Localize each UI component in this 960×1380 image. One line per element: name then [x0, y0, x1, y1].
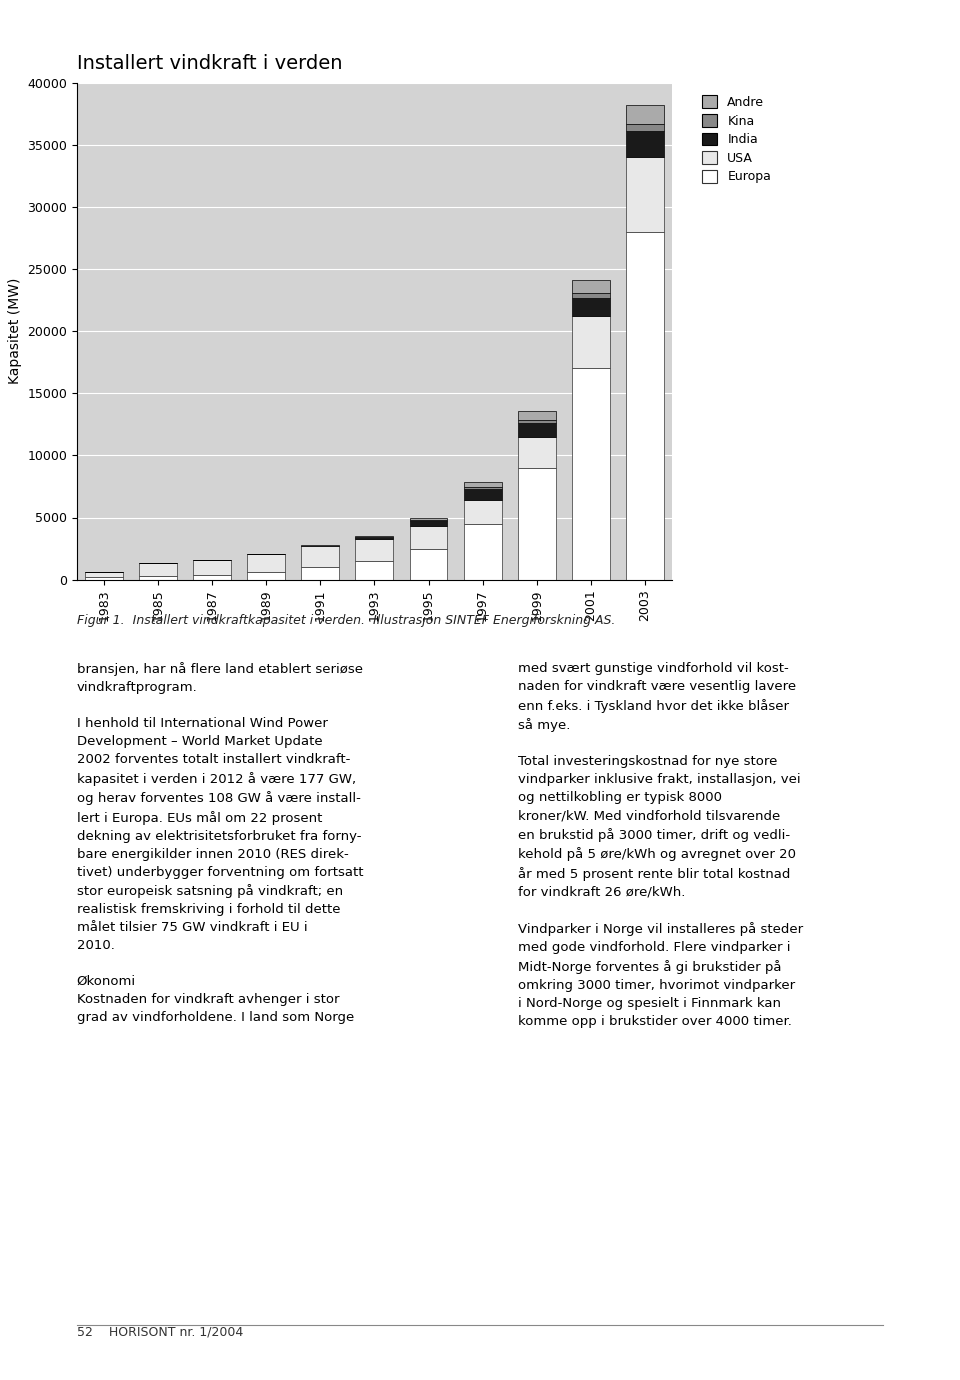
Bar [464, 489, 501, 500]
Bar [517, 468, 556, 580]
Bar [626, 131, 664, 157]
Bar [301, 546, 339, 567]
Bar [248, 553, 285, 573]
Bar [410, 522, 447, 526]
Bar [626, 105, 664, 124]
Bar [572, 298, 610, 316]
Bar [301, 567, 339, 580]
Bar [517, 411, 556, 420]
Bar [517, 424, 556, 437]
Text: Figur 1.  Installert vindkraftkapasitet i verden.  Illustrasjon SINTEF Energifor: Figur 1. Installert vindkraftkapasitet i… [77, 614, 615, 627]
Bar [464, 524, 501, 580]
Bar [193, 560, 231, 574]
Text: bransjen, har nå flere land etablert seriøse
vindkraftprogram.

I henhold til In: bransjen, har nå flere land etablert ser… [77, 662, 363, 1024]
Text: 52    HORISONT nr. 1/2004: 52 HORISONT nr. 1/2004 [77, 1326, 243, 1339]
Text: Installert vindkraft i verden: Installert vindkraft i verden [77, 54, 343, 73]
Text: med svært gunstige vindforhold vil kost-
naden for vindkraft være vesentlig lave: med svært gunstige vindforhold vil kost-… [518, 662, 804, 1028]
Legend: Andre, Kina, India, USA, Europa: Andre, Kina, India, USA, Europa [696, 90, 778, 189]
Bar [626, 124, 664, 131]
Bar [626, 232, 664, 580]
Bar [139, 575, 177, 580]
Bar [464, 487, 501, 489]
Bar [410, 526, 447, 549]
Bar [139, 563, 177, 575]
Bar [410, 518, 447, 520]
Bar [84, 577, 123, 580]
Bar [410, 549, 447, 580]
Bar [626, 157, 664, 232]
Bar [193, 574, 231, 580]
Bar [517, 420, 556, 424]
Bar [572, 316, 610, 368]
Bar [464, 483, 501, 487]
Bar [464, 500, 501, 524]
Bar [572, 293, 610, 298]
Bar [517, 437, 556, 468]
Bar [572, 280, 610, 293]
Bar [355, 538, 394, 560]
Bar [572, 368, 610, 580]
Y-axis label: Kapasitet (MW): Kapasitet (MW) [8, 277, 22, 385]
Bar [248, 573, 285, 580]
Bar [84, 573, 123, 577]
Bar [355, 560, 394, 580]
